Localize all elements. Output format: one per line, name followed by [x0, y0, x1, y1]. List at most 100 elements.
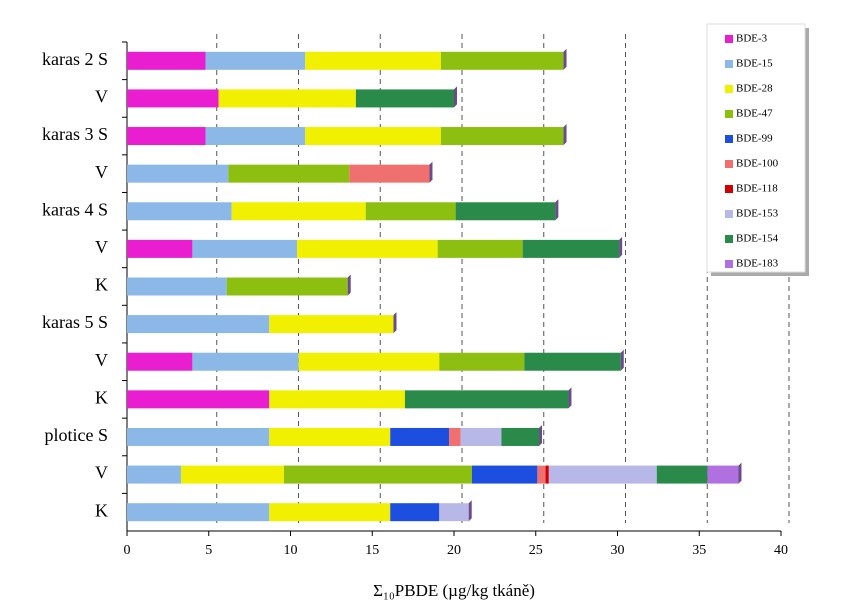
legend-swatch: [725, 35, 733, 43]
y-tick-label: karas 4 S: [42, 199, 108, 219]
legend-swatch: [725, 60, 733, 68]
bar-segment: [127, 89, 219, 108]
bar-segment: [439, 352, 525, 371]
y-tick-label: karas 2 S: [42, 49, 108, 69]
bar-segment: [349, 164, 430, 183]
bar-segment: [404, 390, 569, 409]
legend-label: BDE-154: [736, 233, 779, 245]
x-tick-label: 5: [205, 543, 212, 558]
bar-segment: [205, 127, 306, 146]
bar-segment: [390, 427, 450, 446]
y-tick-label: plotice S: [45, 425, 109, 445]
legend-label: BDE-47: [736, 108, 773, 120]
bar-segment: [298, 352, 440, 371]
legend-swatch: [725, 235, 733, 243]
x-tick-label: 35: [692, 543, 706, 558]
bar-end: [563, 124, 567, 146]
bar-segment: [449, 427, 461, 446]
bar-segment: [524, 352, 621, 371]
y-tick-label: V: [95, 87, 108, 107]
y-tick-label: karas 5 S: [42, 312, 108, 332]
bar-segment: [297, 239, 438, 258]
bar-segment: [228, 164, 350, 183]
legend-label: BDE-3: [736, 33, 768, 45]
legend-label: BDE-118: [736, 183, 778, 195]
bar-segment: [537, 465, 546, 484]
bar-end: [539, 424, 543, 446]
bar-segment: [440, 51, 564, 70]
x-tick-label: 40: [774, 543, 788, 558]
bar-segment: [440, 127, 564, 146]
y-tick-label: karas 3 S: [42, 124, 108, 144]
bar-segment: [269, 427, 391, 446]
bar-segment: [283, 465, 472, 484]
bar-segment: [192, 239, 298, 258]
legend-swatch: [725, 160, 733, 168]
x-tick-label: 25: [529, 543, 543, 558]
bar-segment: [127, 51, 206, 70]
bar-segment: [205, 51, 306, 70]
legend-label: BDE-100: [736, 158, 779, 170]
bar-end: [738, 462, 742, 484]
bar-end: [454, 86, 457, 108]
legend-label: BDE-183: [736, 258, 779, 270]
y-tick-label: K: [95, 275, 108, 295]
bar-segment: [192, 352, 299, 371]
bar-segment: [501, 427, 540, 446]
bar-end: [429, 161, 433, 183]
bar-segment: [437, 239, 523, 258]
bar-segment: [127, 127, 206, 146]
bar-end: [393, 312, 397, 334]
bar-segment: [545, 465, 549, 484]
legend-label: BDE-28: [736, 83, 773, 95]
bar-end: [555, 199, 559, 221]
bar-end: [619, 236, 623, 258]
legend-box: [706, 23, 806, 273]
y-tick-label: V: [95, 162, 108, 182]
legend-swatch: [725, 210, 733, 218]
bar-segment: [127, 427, 270, 446]
bar-segment: [127, 503, 270, 522]
y-tick-label: V: [95, 463, 108, 483]
bar-segment: [390, 503, 440, 522]
bar-end: [563, 48, 567, 70]
bar-segment: [471, 465, 538, 484]
bar-end: [347, 274, 351, 296]
bar-segment: [656, 465, 708, 484]
legend-label: BDE-99: [736, 133, 773, 145]
bar-segment: [180, 465, 284, 484]
bar-segment: [365, 202, 456, 221]
bar-segment: [305, 127, 441, 146]
legend-swatch: [725, 185, 733, 193]
bar-segment: [439, 503, 469, 522]
legend-swatch: [725, 135, 733, 143]
bar-segment: [127, 239, 193, 258]
bar-segment: [522, 239, 620, 258]
y-tick-label: K: [95, 500, 108, 520]
legend-label: BDE-153: [736, 208, 779, 220]
y-tick-label: V: [95, 350, 108, 370]
bar-segment: [269, 503, 391, 522]
legend-swatch: [725, 110, 733, 118]
bar-segment: [127, 315, 270, 334]
bar-end: [568, 387, 572, 409]
bar-segment: [127, 465, 181, 484]
x-tick-label: 15: [365, 543, 379, 558]
bar-segment: [269, 390, 405, 409]
bar-segment: [707, 465, 739, 484]
y-tick-label: V: [95, 237, 108, 257]
legend-swatch: [725, 260, 733, 268]
x-tick-label: 10: [284, 543, 298, 558]
legend-swatch: [725, 85, 733, 93]
bar-end: [468, 500, 472, 522]
legend-label: BDE-15: [736, 58, 773, 70]
bar-end: [620, 349, 624, 371]
bar-segment: [226, 277, 348, 296]
bar-segment: [127, 390, 270, 409]
x-tick-label: 20: [447, 543, 461, 558]
x-tick-label: 30: [611, 543, 625, 558]
bar-segment: [127, 352, 193, 371]
bar-segment: [305, 51, 441, 70]
bar-segment: [460, 427, 502, 446]
